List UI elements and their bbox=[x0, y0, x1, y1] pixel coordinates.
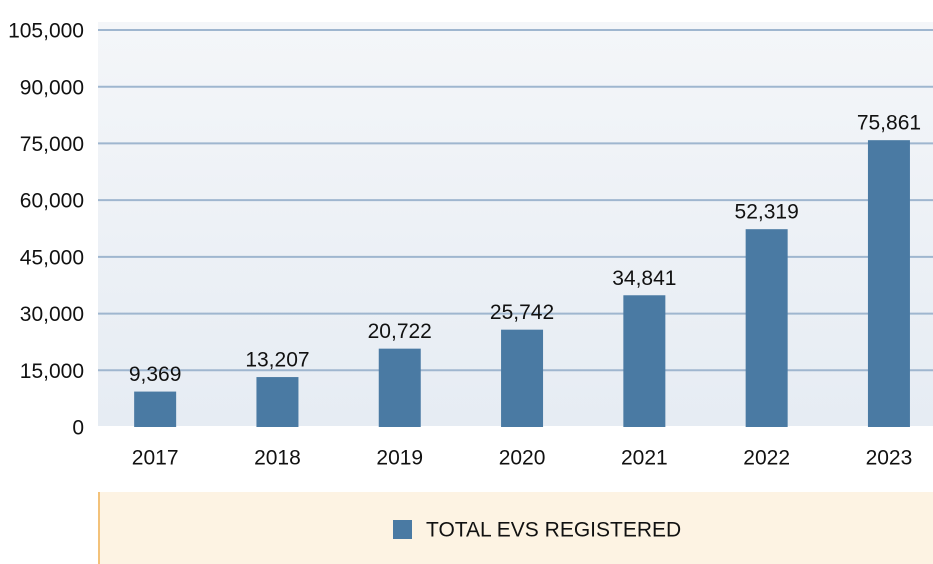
value-label: 75,861 bbox=[857, 112, 921, 135]
y-tick-label: 45,000 bbox=[20, 246, 84, 269]
value-label: 9,369 bbox=[129, 363, 182, 386]
legend-label: TOTAL EVS REGISTERED bbox=[426, 519, 681, 542]
bar bbox=[256, 377, 299, 427]
x-tick-label: 2018 bbox=[254, 447, 301, 470]
x-tick-label: 2017 bbox=[132, 447, 179, 470]
bar bbox=[501, 329, 544, 427]
x-tick-label: 2021 bbox=[621, 447, 668, 470]
value-label: 34,841 bbox=[612, 267, 676, 290]
value-label: 13,207 bbox=[245, 349, 309, 372]
y-tick-label: 0 bbox=[72, 417, 84, 440]
y-tick-label: 30,000 bbox=[20, 303, 84, 326]
bar bbox=[134, 391, 177, 427]
x-tick-label: 2019 bbox=[376, 447, 423, 470]
bar bbox=[745, 229, 788, 427]
bar bbox=[378, 348, 421, 427]
y-tick-label: 105,000 bbox=[8, 20, 84, 43]
y-tick-label: 15,000 bbox=[20, 360, 84, 383]
value-label: 20,722 bbox=[368, 320, 432, 343]
y-tick-label: 60,000 bbox=[20, 190, 84, 213]
y-tick-label: 90,000 bbox=[20, 76, 84, 99]
legend-box bbox=[98, 492, 933, 564]
value-label: 25,742 bbox=[490, 301, 554, 324]
x-tick-label: 2023 bbox=[866, 447, 913, 470]
value-label: 52,319 bbox=[735, 201, 799, 224]
x-tick-label: 2020 bbox=[499, 447, 546, 470]
bar bbox=[623, 295, 666, 427]
bar bbox=[867, 140, 910, 428]
x-tick-label: 2022 bbox=[743, 447, 790, 470]
y-tick-label: 75,000 bbox=[20, 133, 84, 156]
legend-swatch bbox=[393, 520, 412, 539]
